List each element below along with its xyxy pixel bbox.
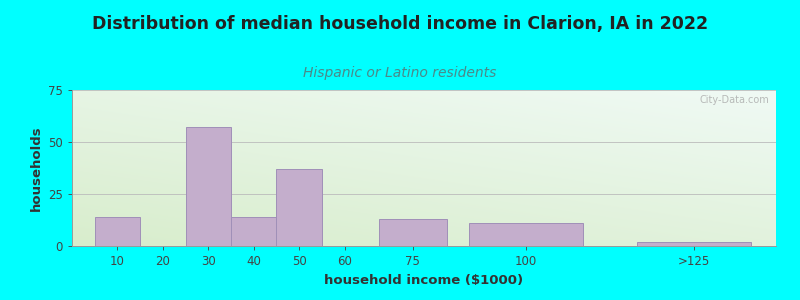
Bar (94, 217, 140, 246)
Y-axis label: households: households (30, 125, 42, 211)
Bar (231, 217, 276, 246)
Bar (186, 128, 231, 246)
Text: Distribution of median household income in Clarion, IA in 2022: Distribution of median household income … (92, 15, 708, 33)
Text: Hispanic or Latino residents: Hispanic or Latino residents (303, 66, 497, 80)
Bar (638, 242, 751, 246)
Text: City-Data.com: City-Data.com (699, 95, 769, 105)
Bar (378, 219, 446, 246)
X-axis label: household income ($1000): household income ($1000) (325, 274, 523, 286)
Bar (470, 223, 583, 246)
Bar (276, 169, 322, 246)
